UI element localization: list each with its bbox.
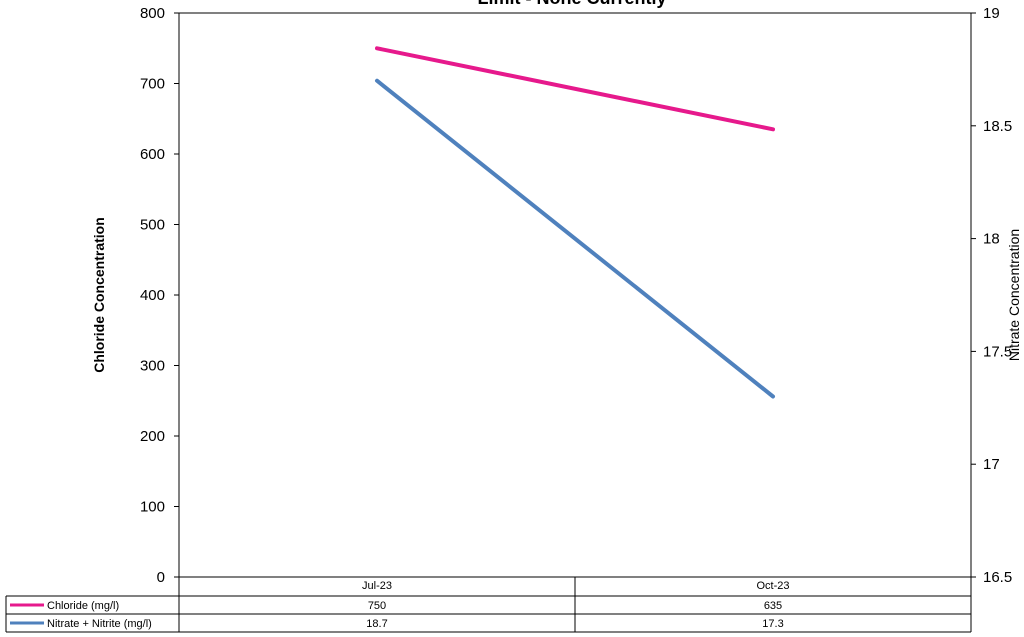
- data-table: Jul-23 Oct-23 Chloride (mg/l) 750 635 Nitrate…: [5, 577, 972, 633]
- left-axis-tick-label: 700: [140, 76, 165, 93]
- left-axis-tick-label: 600: [140, 146, 165, 163]
- axes: 0 100 200 300 400 500 600 700 800 16.5 17 17.5 18 18.…: [91, 5, 1022, 586]
- right-axis-title: Nitrate Concentration: [1006, 229, 1022, 361]
- left-axis-tick-label: 0: [157, 569, 165, 586]
- data-cell: 17.3: [762, 618, 783, 630]
- right-axis-tick-label: 16.5: [983, 569, 1012, 586]
- data-cell: 750: [368, 600, 386, 612]
- category-label: Oct-23: [756, 580, 789, 592]
- right-axis-tick-label: 18: [983, 231, 1000, 248]
- left-axis-tick-label: 300: [140, 358, 165, 375]
- right-axis-tick-label: 17.5: [983, 343, 1012, 360]
- right-axis-tick-label: 18.5: [983, 118, 1012, 135]
- data-cell: 635: [764, 600, 782, 612]
- chart-title: Limit - None Currently: [477, 0, 666, 8]
- series-lines: [375, 46, 775, 399]
- data-cell: 18.7: [366, 618, 387, 630]
- left-axis-tick-label: 500: [140, 217, 165, 234]
- left-axis-tick-label: 400: [140, 287, 165, 304]
- right-axis-tick-label: 17: [983, 456, 1000, 473]
- legend-label-1: Nitrate + Nitrite (mg/l): [47, 618, 152, 630]
- left-axis-tick-label: 800: [140, 5, 165, 22]
- legend-label-0: Chloride (mg/l): [47, 600, 119, 612]
- left-axis-title: Chloride Concentration: [91, 217, 107, 373]
- series-line-0: [375, 46, 775, 132]
- right-axis-tick-label: 19: [983, 5, 1000, 22]
- left-axis-tick-label: 200: [140, 428, 165, 445]
- series-line-1: [375, 78, 775, 399]
- left-axis-tick-label: 100: [140, 499, 165, 516]
- category-label: Jul-23: [362, 580, 392, 592]
